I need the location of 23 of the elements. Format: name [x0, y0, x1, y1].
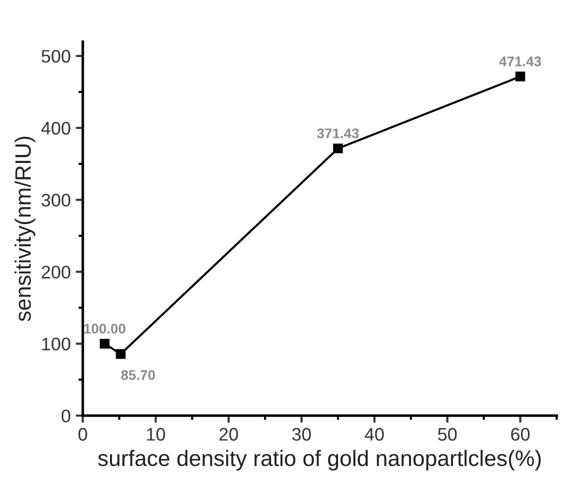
x-tick-label: 10 [147, 428, 166, 441]
y-tick-label: 0 [62, 410, 70, 422]
x-axis-title: surface density ratio of gold nanopartlcles(%) [98, 450, 541, 471]
x-tick-label: 50 [438, 428, 457, 441]
point [116, 349, 126, 359]
x-tick-label: 0 [78, 428, 88, 441]
data-label: 100.00 [84, 324, 126, 334]
data-label: 471.43 [499, 56, 542, 66]
point [333, 144, 343, 154]
x-tick-label: 30 [292, 428, 311, 441]
y-tick-label: 200 [42, 266, 70, 278]
point [100, 338, 110, 349]
y-tick-label: 100 [42, 338, 70, 350]
y-tick-label: 400 [41, 122, 70, 135]
x-tick-label: 20 [219, 428, 238, 441]
data-label: 85.70 [121, 370, 155, 380]
y-tick-label: 500 [42, 50, 70, 63]
x-tick-label: 60 [511, 428, 530, 441]
data-label: 371.43 [317, 128, 359, 138]
point [515, 72, 526, 82]
x-tick-label: 40 [364, 428, 384, 441]
y-tick-label: 300 [42, 194, 70, 207]
y-axis-title: sensitivity(nm/RIU) [14, 136, 36, 322]
